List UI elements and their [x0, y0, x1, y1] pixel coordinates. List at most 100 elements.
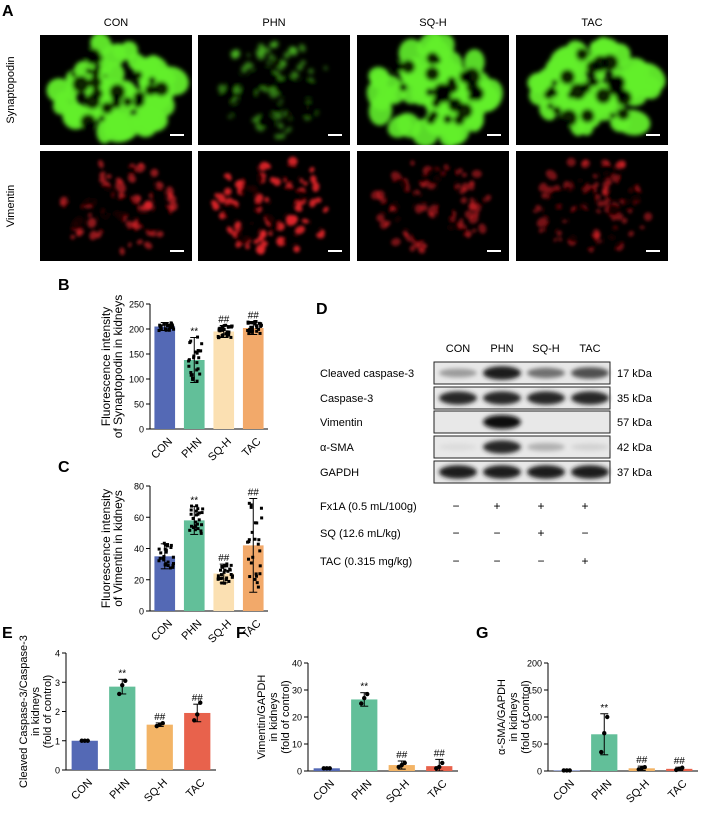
data-point [256, 585, 260, 589]
data-point [162, 558, 166, 562]
data-point [195, 712, 200, 717]
data-point [169, 546, 173, 550]
data-point [164, 562, 168, 566]
data-point [227, 579, 231, 583]
blot-band [483, 440, 521, 454]
data-point [190, 504, 194, 508]
data-point [219, 568, 223, 572]
x-tick-label: CON [149, 436, 175, 462]
y-tick-label: 200 [129, 325, 144, 335]
y-tick-label: 0 [297, 767, 302, 777]
data-point [169, 543, 173, 547]
micrograph-row-label: Vimentin [5, 185, 17, 228]
data-point [168, 323, 172, 327]
data-point [201, 507, 205, 511]
data-point [220, 581, 224, 585]
y-tick-label: 200 [527, 659, 542, 669]
significance-mark: ** [360, 682, 368, 693]
micrograph-panel [40, 151, 192, 261]
treatment-sign: + [581, 554, 588, 568]
data-point [195, 379, 199, 383]
blot-band [483, 465, 521, 479]
micrograph-column-label: SQ-H [419, 17, 447, 29]
scale-bar [487, 134, 501, 136]
data-point [190, 373, 194, 377]
blot-lane-label: CON [446, 343, 471, 355]
data-point [196, 512, 200, 516]
data-point [188, 528, 192, 532]
blot-strip [433, 410, 611, 434]
micrograph-panel [198, 35, 350, 145]
data-point [189, 512, 193, 516]
data-point [171, 565, 175, 569]
y-tick-label: 150 [527, 686, 542, 696]
data-point [160, 721, 165, 726]
data-point [246, 320, 250, 324]
y-tick-label: 60 [134, 513, 144, 523]
significance-mark: ** [190, 495, 198, 506]
data-point [258, 331, 262, 335]
data-point [362, 695, 367, 701]
data-point [197, 356, 201, 360]
data-point [189, 371, 193, 375]
significance-mark: ## [218, 553, 230, 564]
significance-mark: ## [434, 748, 446, 759]
data-point [224, 332, 228, 336]
micrograph-texture [532, 157, 653, 253]
blot-band-size: 17 kDa [617, 368, 653, 380]
treatment-sign: + [581, 499, 588, 513]
data-point [250, 530, 254, 534]
data-point [120, 682, 125, 688]
data-point [250, 325, 254, 329]
micrograph-texture [46, 35, 189, 144]
data-point [158, 325, 162, 329]
data-point [191, 526, 195, 530]
significance-mark: ** [190, 327, 198, 338]
data-point [200, 342, 204, 346]
significance-mark: ## [192, 693, 204, 704]
data-point [247, 540, 251, 544]
data-point [227, 330, 231, 334]
data-point [162, 322, 166, 326]
data-point [195, 504, 199, 508]
data-point [223, 581, 227, 585]
data-point [226, 325, 230, 329]
micrograph-texture [527, 36, 666, 137]
data-point [117, 691, 122, 697]
data-point [229, 335, 233, 339]
x-tick-label: CON [551, 778, 577, 804]
significance-mark: ## [248, 488, 260, 499]
data-point [166, 564, 170, 568]
bar [154, 556, 176, 611]
blot-band [439, 391, 477, 405]
y-tick-label: 3 [55, 678, 60, 688]
treatment-sign: − [581, 526, 588, 540]
data-point [255, 581, 259, 585]
x-tick-label: SQ-H [624, 778, 652, 806]
blot-band [527, 391, 565, 405]
data-point [226, 569, 230, 573]
data-point [248, 321, 252, 325]
data-point [158, 323, 162, 327]
y-axis-label: Fluorescence intensity [99, 307, 113, 426]
micrograph-panel [198, 151, 350, 261]
data-point [123, 678, 128, 683]
data-point [220, 564, 224, 568]
panel-letter-g: G [476, 625, 488, 642]
data-point [255, 329, 259, 333]
data-point [221, 328, 225, 332]
y-axis-label: Vimentin/GAPDH [256, 675, 268, 760]
panel-letter-c: C [58, 459, 70, 476]
data-point [680, 765, 685, 770]
data-point [259, 324, 263, 328]
data-point [216, 334, 220, 338]
treatment-sign: − [493, 554, 500, 568]
blot-band [571, 465, 609, 479]
x-tick-label: PHN [180, 618, 205, 643]
chart-g: 0 50 100 150 200 α-SMA/GAPDH in kidneys (fold o… [496, 659, 698, 806]
panel-letter-d: D [316, 301, 328, 318]
data-point [230, 574, 234, 578]
y-tick-label: 50 [532, 740, 542, 750]
bar [242, 328, 264, 429]
bar [71, 740, 98, 770]
